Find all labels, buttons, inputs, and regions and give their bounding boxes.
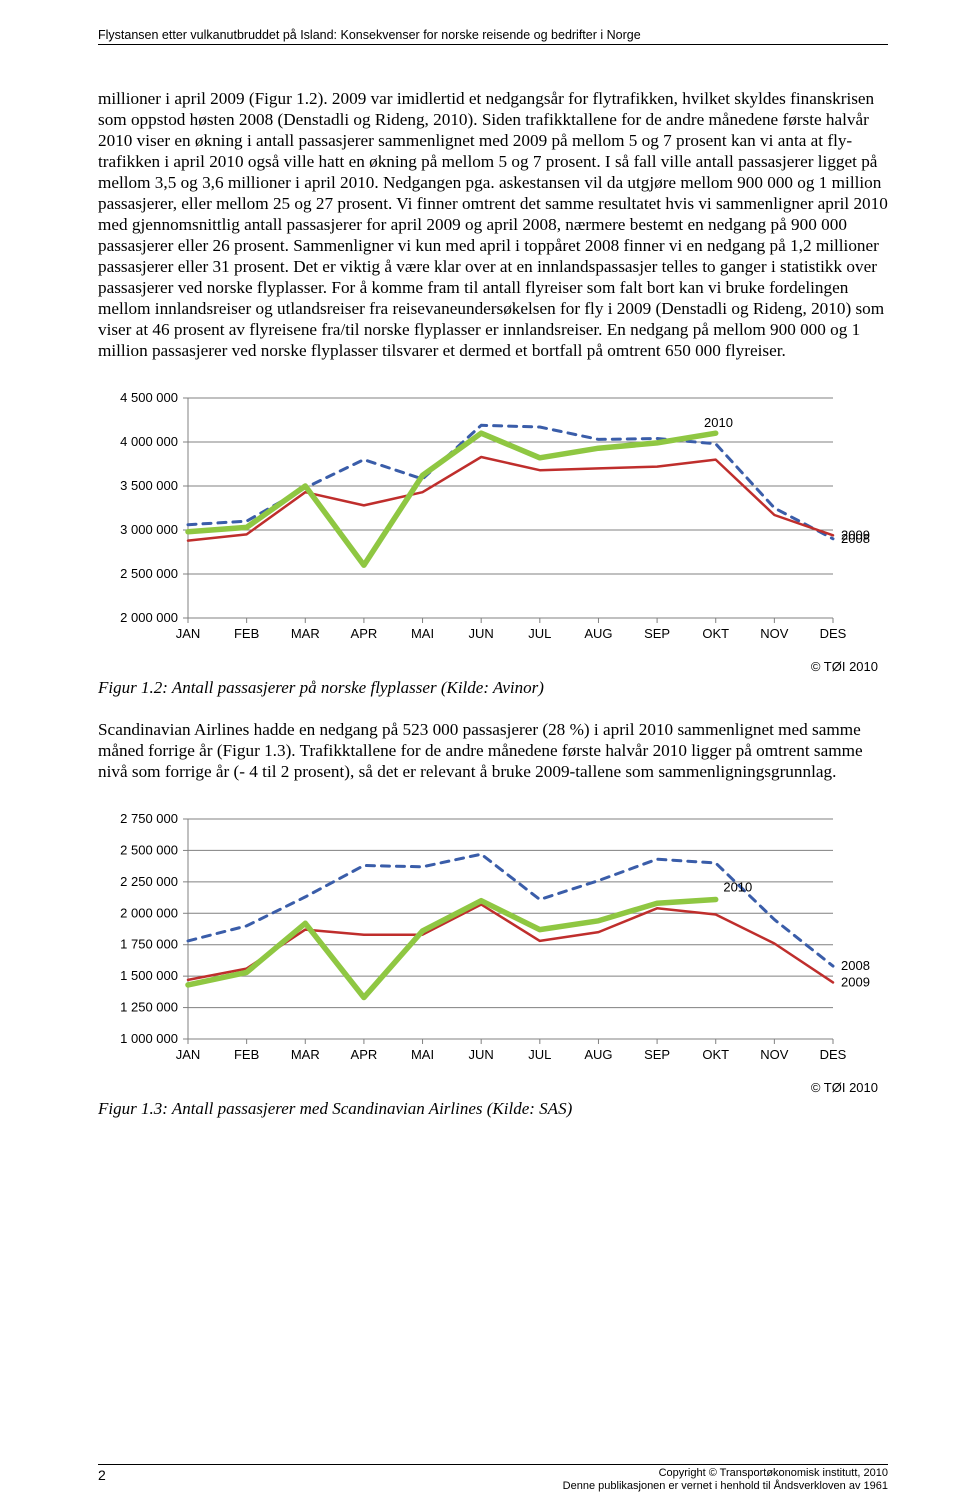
svg-text:2009: 2009 [841,527,870,542]
svg-text:APR: APR [351,1047,378,1062]
svg-text:SEP: SEP [644,1047,670,1062]
svg-text:JUL: JUL [528,626,551,641]
svg-text:1 000 000: 1 000 000 [120,1031,178,1046]
svg-text:3 500 000: 3 500 000 [120,478,178,493]
svg-text:2010: 2010 [704,415,733,430]
header-rule [98,44,888,45]
page-number: 2 [98,1465,106,1483]
svg-text:SEP: SEP [644,626,670,641]
svg-text:JUN: JUN [469,1047,494,1062]
running-header: Flystansen etter vulkanutbruddet på Isla… [98,28,888,42]
svg-text:MAI: MAI [411,1047,434,1062]
svg-text:4 000 000: 4 000 000 [120,434,178,449]
svg-text:FEB: FEB [234,626,259,641]
svg-text:DES: DES [820,626,847,641]
svg-text:1 500 000: 1 500 000 [120,968,178,983]
chart2-source: © TØI 2010 [98,1080,878,1095]
svg-text:2 500 000: 2 500 000 [120,842,178,857]
svg-text:JAN: JAN [176,626,201,641]
svg-text:1 750 000: 1 750 000 [120,936,178,951]
svg-text:JUL: JUL [528,1047,551,1062]
copyright-block: Copyright © Transportøkonomisk institutt… [563,1465,888,1495]
svg-text:4 500 000: 4 500 000 [120,390,178,405]
svg-text:MAR: MAR [291,1047,320,1062]
svg-text:2009: 2009 [841,974,870,989]
page-footer: 2 Copyright © Transportøkonomisk institu… [98,1464,888,1495]
chart-1-svg: 2 000 000 2 500 000 3 000 000 3 500 000 4 00… [98,386,888,646]
svg-text:2010: 2010 [723,879,752,894]
svg-text:2008: 2008 [841,958,870,973]
svg-text:3 000 000: 3 000 000 [120,522,178,537]
svg-text:AUG: AUG [584,1047,612,1062]
svg-text:MAI: MAI [411,626,434,641]
figure-1-2: 2 000 000 2 500 000 3 000 000 3 500 000 4 00… [98,386,888,651]
svg-text:2 250 000: 2 250 000 [120,874,178,889]
chart1-source: © TØI 2010 [98,659,878,674]
copyright-line-2: Denne publikasjonen er vernet i henhold … [563,1480,888,1494]
svg-text:NOV: NOV [760,1047,789,1062]
svg-text:2 750 000: 2 750 000 [120,811,178,826]
chart2-caption: Figur 1.3: Antall passasjerer med Scandi… [98,1099,888,1119]
chart1-caption: Figur 1.2: Antall passasjerer på norske … [98,678,888,698]
svg-text:JAN: JAN [176,1047,201,1062]
copyright-line-1: Copyright © Transportøkonomisk institutt… [563,1467,888,1481]
chart-2-svg: 1 000 000 1 250 000 1 500 000 1 750 000 2 00… [98,807,888,1067]
svg-text:OKT: OKT [702,626,729,641]
svg-text:NOV: NOV [760,626,789,641]
svg-text:APR: APR [351,626,378,641]
svg-text:2 500 000: 2 500 000 [120,566,178,581]
svg-text:MAR: MAR [291,626,320,641]
svg-text:JUN: JUN [469,626,494,641]
svg-text:1 250 000: 1 250 000 [120,999,178,1014]
svg-text:DES: DES [820,1047,847,1062]
body-paragraph: millioner i april 2009 (Figur 1.2). 2009… [98,89,888,362]
svg-text:FEB: FEB [234,1047,259,1062]
mid-paragraph: Scandinavian Airlines hadde en nedgang p… [98,720,888,783]
svg-text:2 000 000: 2 000 000 [120,610,178,625]
figure-1-3: 1 000 000 1 250 000 1 500 000 1 750 000 2 00… [98,807,888,1072]
svg-text:2 000 000: 2 000 000 [120,905,178,920]
svg-text:AUG: AUG [584,626,612,641]
svg-text:OKT: OKT [702,1047,729,1062]
